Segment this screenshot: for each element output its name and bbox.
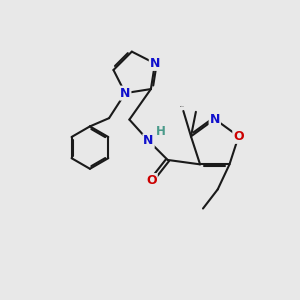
Text: N: N bbox=[143, 134, 154, 147]
Text: N: N bbox=[150, 57, 160, 70]
Text: H: H bbox=[156, 125, 166, 139]
Text: O: O bbox=[233, 130, 244, 143]
Text: N: N bbox=[210, 112, 220, 126]
Text: N: N bbox=[120, 87, 130, 100]
Text: methyl: methyl bbox=[179, 106, 184, 107]
Text: O: O bbox=[146, 174, 157, 187]
